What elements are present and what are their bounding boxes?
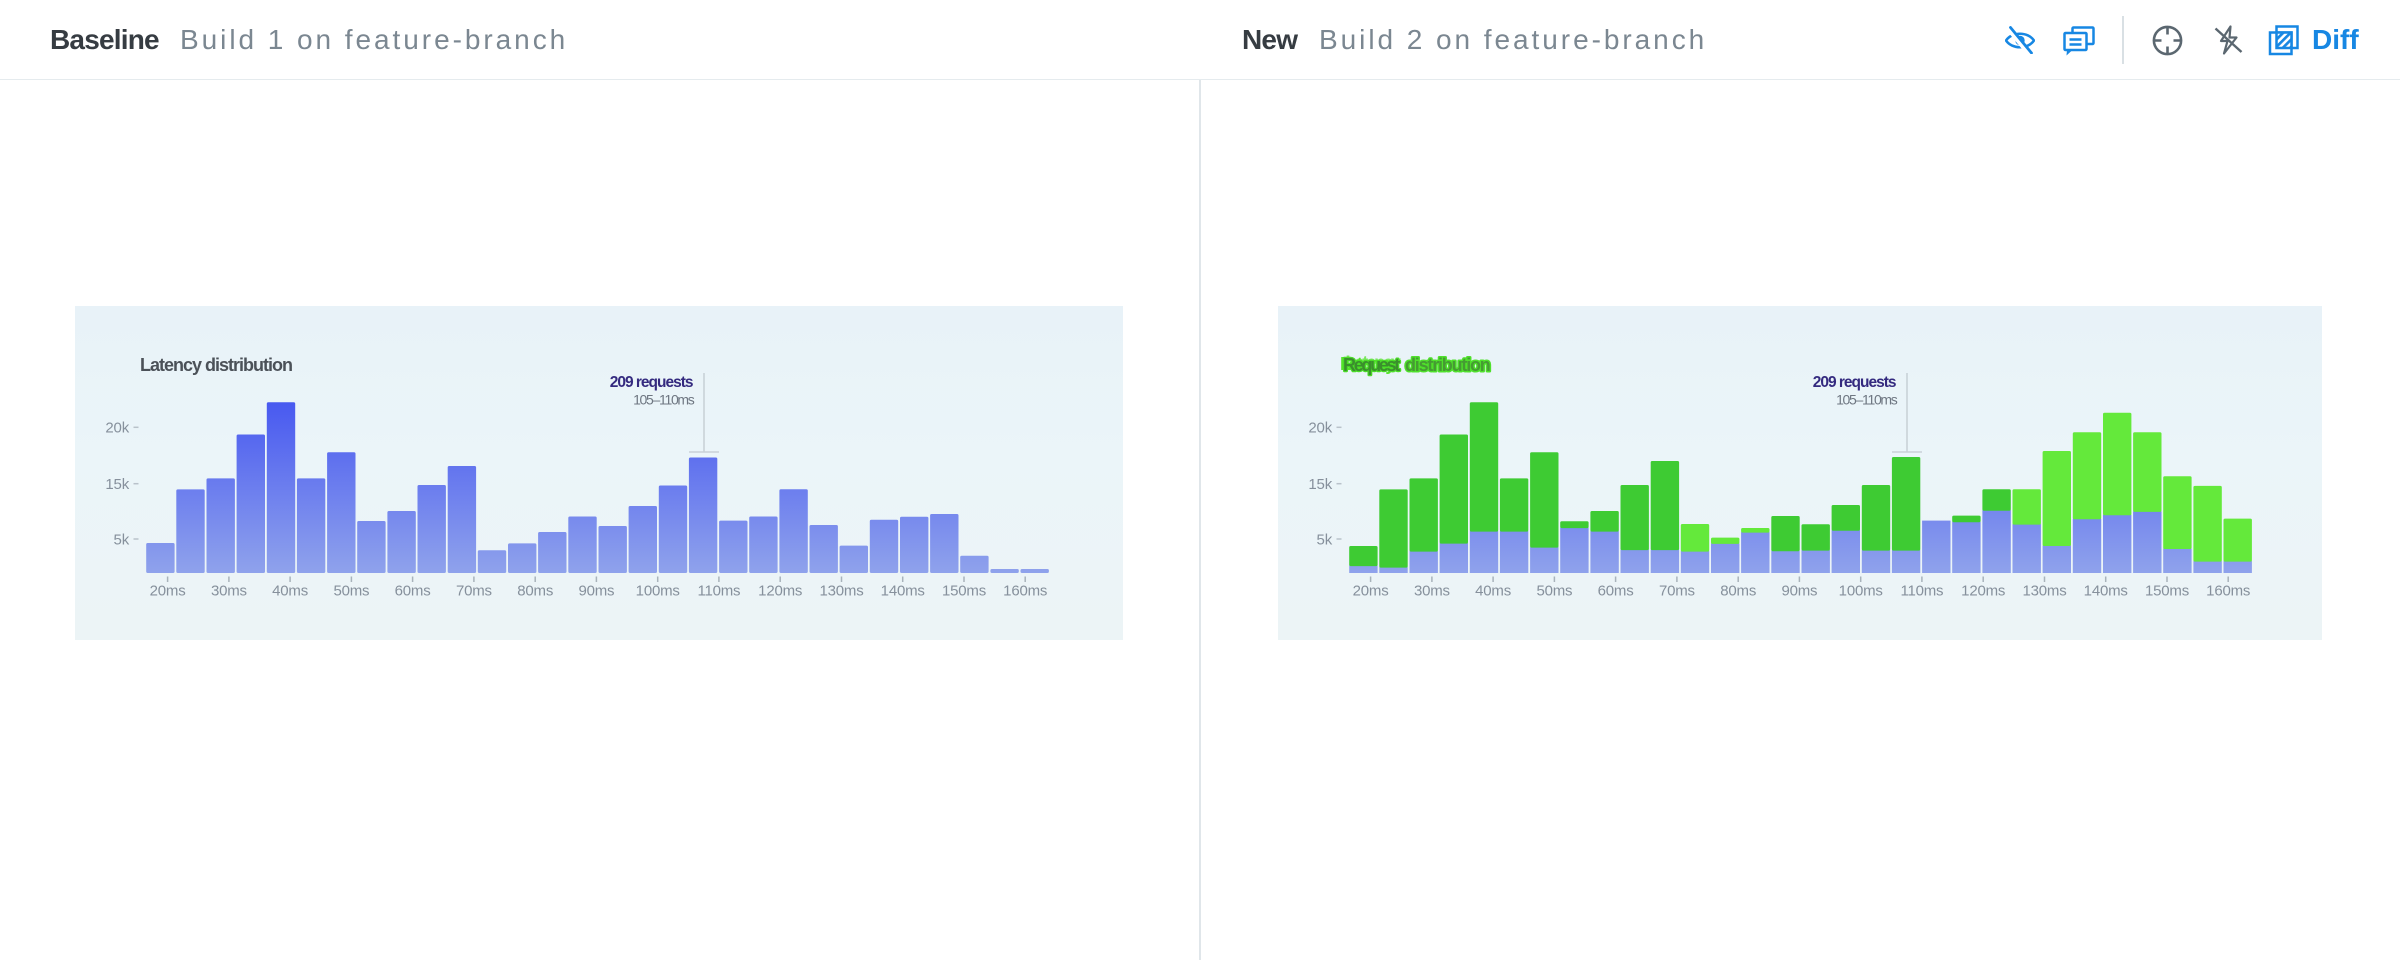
svg-text:140ms: 140ms xyxy=(2084,583,2128,600)
svg-text:15k: 15k xyxy=(1308,476,1332,493)
svg-text:120ms: 120ms xyxy=(758,583,802,600)
svg-text:140ms: 140ms xyxy=(881,583,925,600)
svg-text:80ms: 80ms xyxy=(517,583,553,600)
svg-text:40ms: 40ms xyxy=(272,583,308,600)
svg-text:Request: Request xyxy=(1343,355,1400,375)
svg-text:130ms: 130ms xyxy=(819,583,863,600)
svg-text:50ms: 50ms xyxy=(1536,583,1572,600)
svg-text:20ms: 20ms xyxy=(150,583,186,600)
svg-text:209 requests: 209 requests xyxy=(610,374,693,391)
svg-text:15k: 15k xyxy=(105,476,129,493)
svg-text:60ms: 60ms xyxy=(1598,583,1634,600)
svg-text:120ms: 120ms xyxy=(1961,583,2005,600)
svg-text:60ms: 60ms xyxy=(395,583,431,600)
svg-text:30ms: 30ms xyxy=(1414,583,1450,600)
svg-text:90ms: 90ms xyxy=(1781,583,1817,600)
svg-text:5k: 5k xyxy=(114,531,130,548)
svg-text:distribution: distribution xyxy=(1405,355,1490,375)
svg-text:Latency: Latency xyxy=(1346,353,1401,373)
svg-text:Latency: Latency xyxy=(1340,354,1395,374)
svg-text:5k: 5k xyxy=(1317,531,1333,548)
svg-text:80ms: 80ms xyxy=(1720,583,1756,600)
svg-text:90ms: 90ms xyxy=(578,583,614,600)
svg-text:105–110ms: 105–110ms xyxy=(633,391,695,407)
svg-text:105–110ms: 105–110ms xyxy=(1836,391,1898,407)
svg-text:100ms: 100ms xyxy=(636,583,680,600)
svg-text:70ms: 70ms xyxy=(1659,583,1695,600)
svg-text:20ms: 20ms xyxy=(1353,583,1389,600)
svg-text:40ms: 40ms xyxy=(1475,583,1511,600)
svg-text:110ms: 110ms xyxy=(697,583,740,600)
svg-text:70ms: 70ms xyxy=(456,583,492,600)
svg-text:150ms: 150ms xyxy=(942,583,986,600)
svg-text:Latency distribution: Latency distribution xyxy=(140,355,292,375)
svg-text:30ms: 30ms xyxy=(211,583,247,600)
svg-text:150ms: 150ms xyxy=(2145,583,2189,600)
svg-text:160ms: 160ms xyxy=(2206,583,2250,600)
svg-text:110ms: 110ms xyxy=(1900,583,1943,600)
svg-text:160ms: 160ms xyxy=(1003,583,1047,600)
svg-text:209 requests: 209 requests xyxy=(1813,374,1896,391)
svg-text:20k: 20k xyxy=(105,420,129,437)
svg-text:100ms: 100ms xyxy=(1839,583,1883,600)
svg-text:50ms: 50ms xyxy=(333,583,369,600)
svg-text:130ms: 130ms xyxy=(2022,583,2066,600)
svg-text:20k: 20k xyxy=(1308,420,1332,437)
